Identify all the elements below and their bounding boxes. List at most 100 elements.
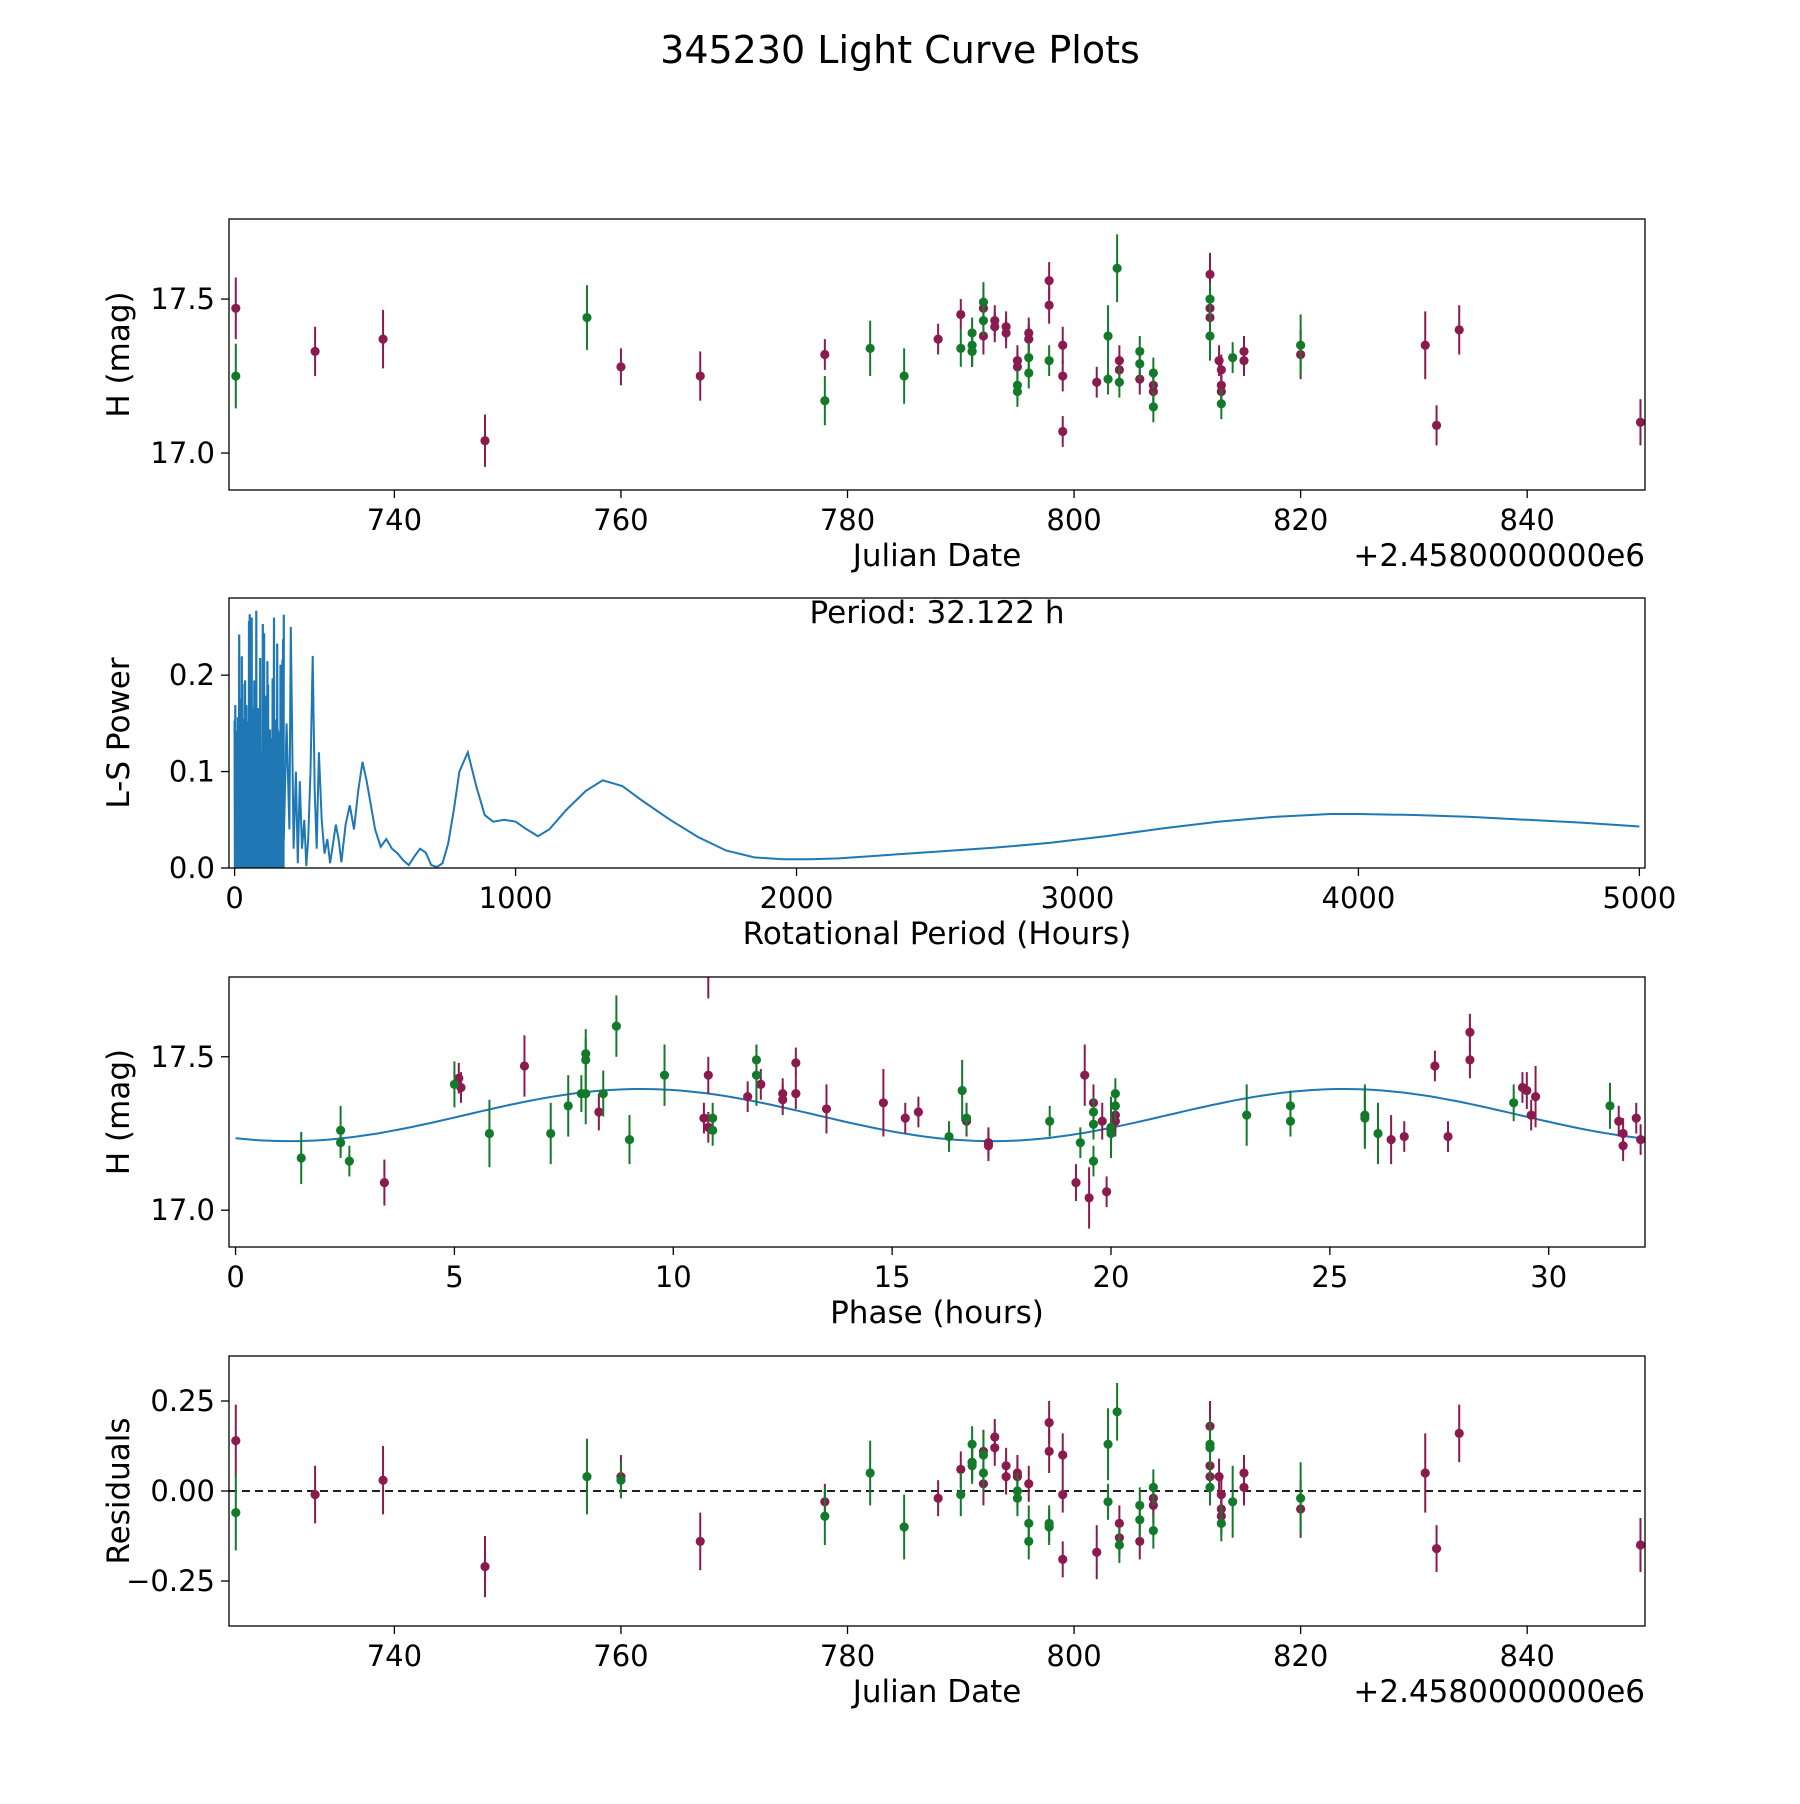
data-point <box>1239 1482 1249 1492</box>
x-tick-label: 25 <box>1311 1260 1348 1294</box>
data-point <box>1216 399 1226 409</box>
x-axis-label: Rotational Period (Hours) <box>743 916 1132 952</box>
y-tick-label: 17.5 <box>150 282 215 316</box>
data-point <box>1024 334 1034 344</box>
x-tick-label: 1000 <box>479 881 553 915</box>
data-point <box>231 1436 241 1446</box>
data-point <box>1296 1493 1306 1503</box>
data-point <box>944 1131 954 1142</box>
y-axis-label: H (mag) <box>101 1049 137 1175</box>
data-point <box>310 1490 320 1500</box>
data-point <box>231 303 241 313</box>
x-tick-label: 20 <box>1093 1260 1130 1294</box>
data-point <box>820 349 830 360</box>
data-point <box>1112 263 1122 273</box>
data-point <box>1044 1518 1054 1528</box>
data-point <box>1148 1526 1158 1536</box>
axes-frame <box>228 1355 1646 1627</box>
data-point <box>1097 1116 1107 1126</box>
data-point <box>480 1562 490 1572</box>
data-point <box>1044 356 1054 366</box>
y-axis-label: H (mag) <box>101 291 137 417</box>
data-point <box>1058 1554 1068 1564</box>
data-point <box>1465 1027 1475 1037</box>
data-point <box>1635 1540 1645 1550</box>
data-point <box>231 371 241 381</box>
data-point <box>1522 1085 1532 1096</box>
data-point <box>1044 1418 1054 1428</box>
x-tick-label: 30 <box>1530 1260 1567 1294</box>
data-point <box>983 1141 994 1151</box>
ls-noise-region <box>233 610 285 868</box>
data-point <box>865 343 875 353</box>
x-tick-label: 760 <box>593 503 648 537</box>
data-point <box>1636 1135 1645 1145</box>
data-point <box>1001 328 1011 338</box>
data-point <box>1058 426 1068 437</box>
data-point <box>957 1085 967 1096</box>
x-axis-label: Julian Date <box>851 538 1022 574</box>
data-point <box>1420 340 1430 350</box>
x-tick-label: 740 <box>367 503 422 537</box>
data-point <box>1285 1116 1296 1126</box>
data-point <box>1075 1138 1085 1148</box>
data-point <box>1024 1479 1034 1489</box>
y-tick-label: 17.0 <box>150 436 215 470</box>
data-point <box>1239 356 1249 366</box>
series-green <box>296 995 1615 1185</box>
x-axis-label: Julian Date <box>851 1674 1022 1710</box>
data-point <box>899 1522 909 1532</box>
data-point <box>756 1079 766 1089</box>
data-point <box>1360 1113 1370 1123</box>
data-point <box>1058 1490 1068 1500</box>
data-point <box>1216 1518 1226 1528</box>
x-tick-label: 5000 <box>1602 881 1676 915</box>
data-point <box>1024 1536 1034 1546</box>
y-tick-label: −0.25 <box>126 1564 215 1598</box>
x-tick-label: 3000 <box>1041 881 1115 915</box>
data-point <box>310 346 320 357</box>
axes-frame <box>228 597 1646 869</box>
x-tick-label: 800 <box>1046 1639 1101 1673</box>
data-point <box>978 1468 989 1478</box>
data-point <box>1080 1070 1090 1080</box>
data-point <box>990 322 1000 332</box>
data-point <box>791 1058 801 1068</box>
data-point <box>865 1468 875 1478</box>
plot-area-phase <box>235 977 1645 1229</box>
panel-ls: 0 1000 2000 3000 4000 5000 0.0 0.1 0.2 Rotational… <box>101 595 1676 952</box>
data-point <box>611 1021 621 1031</box>
data-point <box>624 1135 635 1145</box>
data-point <box>900 1113 910 1123</box>
data-point <box>1420 1468 1430 1478</box>
data-point <box>231 1508 241 1518</box>
data-point <box>1465 1055 1475 1065</box>
x-tick-label: 820 <box>1273 1639 1328 1673</box>
data-point <box>1228 1497 1238 1507</box>
data-point <box>899 371 909 381</box>
data-point <box>791 1088 801 1099</box>
data-point <box>594 1107 604 1117</box>
data-point <box>1431 420 1442 430</box>
figure-title: 345230 Light Curve Plots <box>660 28 1140 72</box>
data-point <box>1092 377 1102 387</box>
data-point <box>1058 340 1068 350</box>
series-green <box>231 1383 1306 1563</box>
panel-phase: 0 5 10 15 20 25 30 17.0 17.5 Phase (hours) H (mag) <box>101 976 1646 1331</box>
data-point <box>751 1055 762 1065</box>
data-point <box>519 1061 530 1071</box>
data-point <box>1092 1547 1102 1557</box>
data-point <box>1106 1122 1116 1132</box>
data-point <box>1430 1061 1440 1071</box>
data-point <box>956 1490 966 1500</box>
y-tick-label: 0.25 <box>150 1384 215 1418</box>
data-point <box>1110 1088 1120 1099</box>
data-point <box>967 1461 977 1471</box>
data-point <box>1618 1141 1628 1151</box>
data-point <box>1114 377 1124 387</box>
y-tick-label: 0.1 <box>169 755 215 789</box>
data-point <box>1103 1497 1113 1507</box>
data-point <box>695 1536 705 1546</box>
data-point <box>582 1472 592 1482</box>
